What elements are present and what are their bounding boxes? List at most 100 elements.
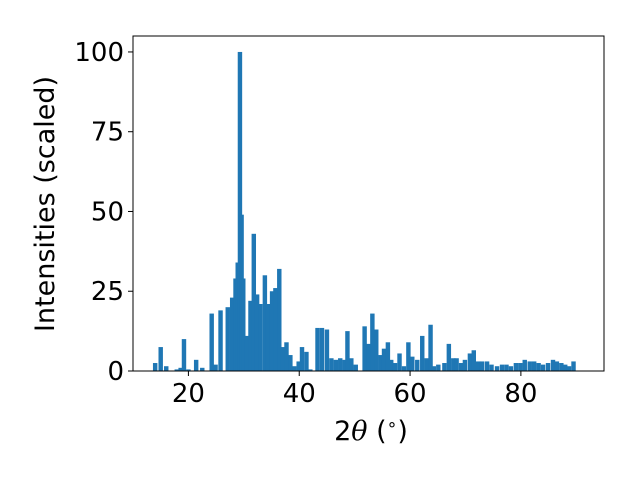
bar xyxy=(193,359,199,371)
bar xyxy=(319,327,325,371)
bar xyxy=(258,304,263,371)
bar xyxy=(540,364,546,371)
bar xyxy=(273,288,278,371)
bar xyxy=(428,324,433,371)
bar xyxy=(342,359,347,371)
bar xyxy=(315,327,320,371)
bar xyxy=(181,339,187,371)
x-tick-label: 40 xyxy=(283,379,316,409)
bar xyxy=(431,366,437,371)
bar xyxy=(353,364,358,371)
bar xyxy=(378,355,383,371)
bar xyxy=(248,300,253,371)
bar xyxy=(251,233,257,371)
bar xyxy=(489,364,494,371)
bar xyxy=(479,361,485,371)
bar xyxy=(410,356,415,371)
bar xyxy=(484,361,490,371)
bar xyxy=(284,342,289,371)
bar xyxy=(254,294,260,371)
bar xyxy=(292,366,297,371)
bar xyxy=(296,361,301,371)
bar xyxy=(424,358,429,371)
bar xyxy=(225,307,230,371)
bar xyxy=(518,363,523,371)
bar xyxy=(401,366,407,371)
bar xyxy=(436,364,441,371)
bar xyxy=(471,350,476,371)
bar xyxy=(554,361,560,371)
bar xyxy=(288,355,293,371)
bar xyxy=(338,358,343,371)
x-axis-label: 2θ (∘) xyxy=(334,415,408,447)
plot-frame xyxy=(132,35,605,372)
bar xyxy=(563,364,568,371)
bar xyxy=(366,343,371,371)
bar xyxy=(152,363,158,371)
y-tick-label: 25 xyxy=(91,277,124,307)
bar xyxy=(451,358,456,371)
bar xyxy=(178,367,183,371)
y-tick-label: 50 xyxy=(91,197,124,227)
bar xyxy=(462,359,468,371)
bar xyxy=(237,51,243,371)
x-axis-ticks: 20 40 60 80 xyxy=(172,371,537,409)
bar xyxy=(370,313,375,371)
bar xyxy=(244,335,249,371)
bar xyxy=(389,359,394,371)
bar xyxy=(559,363,564,371)
bar xyxy=(458,363,464,371)
bar xyxy=(209,313,214,371)
bar xyxy=(374,329,379,371)
bar xyxy=(269,291,275,371)
bar xyxy=(476,361,481,371)
bar xyxy=(324,329,330,371)
bar xyxy=(164,366,169,371)
bar xyxy=(280,347,285,371)
bar xyxy=(527,361,532,371)
bar xyxy=(200,367,205,371)
bar xyxy=(508,366,514,371)
bar xyxy=(186,369,191,371)
bar xyxy=(381,348,387,371)
bar xyxy=(522,359,527,371)
y-tick-label: 0 xyxy=(107,357,124,387)
bar xyxy=(174,369,179,371)
x-tick-label: 60 xyxy=(394,379,427,409)
bar xyxy=(397,353,402,371)
bar xyxy=(213,364,218,371)
bar xyxy=(345,331,350,371)
bar xyxy=(158,347,163,371)
bar xyxy=(329,358,334,371)
bar xyxy=(406,342,411,371)
bar xyxy=(333,359,339,371)
bar xyxy=(504,364,509,371)
bar xyxy=(241,278,246,371)
bar xyxy=(545,363,551,371)
bar xyxy=(277,268,282,371)
bar xyxy=(550,359,556,371)
bar xyxy=(392,363,398,371)
bar xyxy=(235,262,240,371)
bar xyxy=(262,275,268,371)
bars-group xyxy=(152,51,576,371)
bar xyxy=(299,347,305,371)
bar xyxy=(229,297,235,371)
bar xyxy=(566,366,572,371)
bar xyxy=(385,342,391,371)
bar xyxy=(446,343,452,371)
bar xyxy=(531,361,537,371)
bar xyxy=(513,363,519,371)
bar xyxy=(265,304,271,371)
y-axis-label: Intensities (scaled) xyxy=(30,76,61,332)
bar xyxy=(571,361,576,371)
bar xyxy=(415,359,420,371)
y-axis-ticks: 0 25 50 75 100 xyxy=(74,38,133,387)
bar xyxy=(308,369,313,371)
y-tick-label: 75 xyxy=(91,118,124,148)
bar xyxy=(362,326,367,371)
bar xyxy=(467,353,473,371)
bar xyxy=(499,364,505,371)
